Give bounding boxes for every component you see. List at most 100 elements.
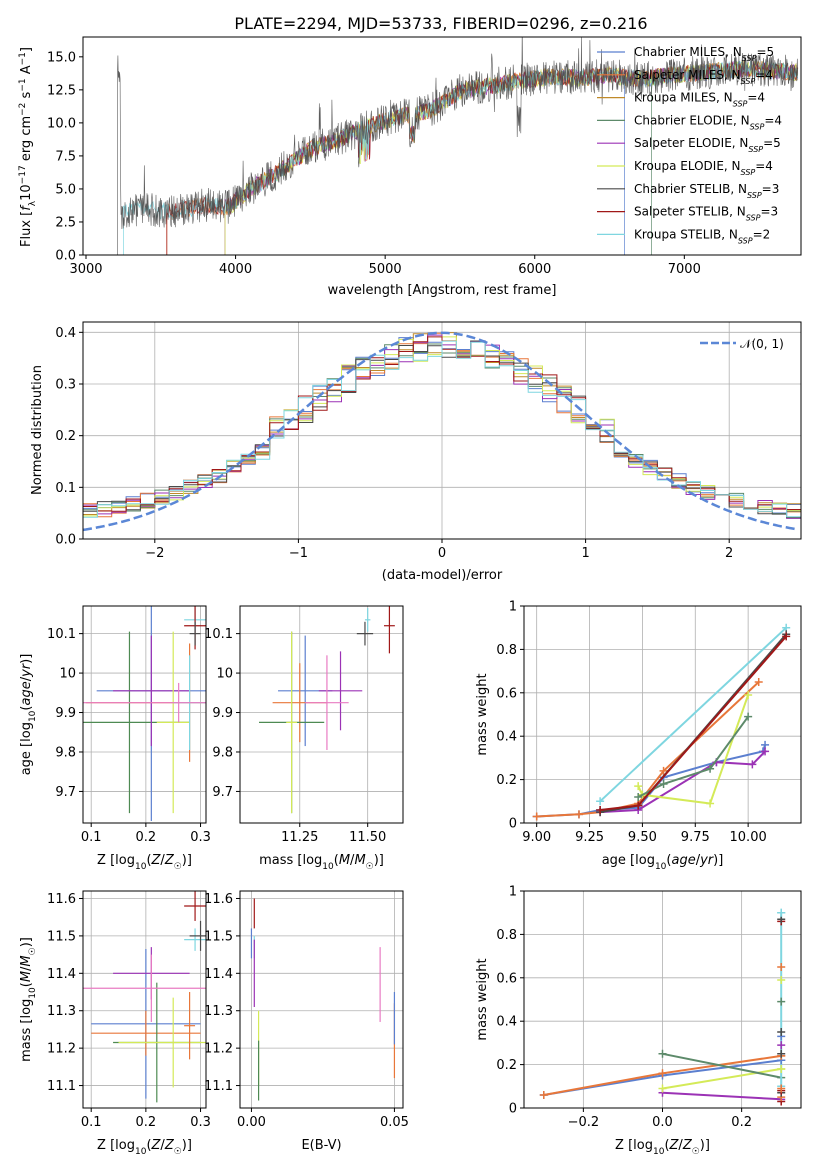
axes-residuals: −2 −1 0 1 2 0.0 0.1 0.2 0.3 0.4 𝒩(0, 1) (data-model… <box>30 321 802 583</box>
axes-frame <box>82 36 802 256</box>
y-tick-label: 7.5 <box>55 149 76 164</box>
label-part: ( <box>146 853 151 868</box>
y-tick-label: 0.4 <box>496 1015 517 1030</box>
x-tick-label: 9.75 <box>681 830 710 845</box>
axes-mass-vs-Z: 0.1 0.2 0.311.111.211.311.411.511.6Z [log1… <box>19 890 211 1157</box>
axes-frame <box>82 890 207 1109</box>
weight-marker <box>777 962 786 971</box>
label-part: f <box>19 204 34 211</box>
x-tick-label: 9.25 <box>575 830 604 845</box>
axes-frame <box>239 605 404 824</box>
y-tick-label: 0 <box>509 817 517 832</box>
y-tick-label: 9.8 <box>212 745 233 760</box>
error-point <box>184 928 206 951</box>
label-part: yr <box>699 853 715 868</box>
label-part: erg cm <box>19 116 34 165</box>
legend-label-text: Chabrier MILES, N <box>634 45 742 59</box>
weight-marker <box>777 1064 786 1073</box>
axes-frame <box>239 890 404 1109</box>
error-point <box>184 891 206 921</box>
weight-marker <box>744 690 753 699</box>
legend-label-subscript: SSP <box>733 99 748 108</box>
x-tick-label: 0.3 <box>190 1115 211 1130</box>
y-tick-label: 9.7 <box>55 785 76 800</box>
label-part: / <box>19 676 34 681</box>
weight-marker <box>634 801 643 810</box>
error-point <box>113 635 190 747</box>
y-tick-label: 0.4 <box>55 326 76 341</box>
axes-mass-vs-EBV: 0.00 0.05 11.1 11.2 11.3 11.4 11.5 11.6 E(B-V) <box>204 890 409 1153</box>
label-part: ☉ <box>366 862 374 872</box>
weight-line-4 <box>600 750 766 814</box>
x-tick-label: 5000 <box>369 262 402 277</box>
error-point <box>118 997 206 1088</box>
x-axis-label: E(B-V) <box>301 1138 341 1153</box>
legend-label: Kroupa STELIB, NSSP=2 <box>634 227 770 245</box>
label-part: / <box>350 853 355 868</box>
x-tick-label: 0.05 <box>380 1115 409 1130</box>
legend-label-text: =2 <box>753 227 771 241</box>
weight-marker <box>777 975 786 984</box>
y-tick-label: 0.4 <box>496 730 517 745</box>
error-point <box>91 1010 201 1056</box>
legend-label: Kroupa ELODIE, NSSP=4 <box>634 159 773 177</box>
error-point <box>286 631 298 814</box>
label-part: s <box>19 91 34 102</box>
y-tick-label: 11.1 <box>204 1079 233 1094</box>
legend-label: Chabrier MILES, NSSP=5 <box>634 45 774 63</box>
plot-area-residuals <box>83 331 801 532</box>
label-part: −1 <box>18 78 28 91</box>
weight-line-6 <box>637 716 749 798</box>
legend-label: Salpeter STELIB, NSSP=3 <box>634 205 778 223</box>
y-tick-label: 0.8 <box>496 643 517 658</box>
weight-marker <box>532 812 541 821</box>
weight-marker <box>748 760 757 769</box>
y-tick-label: 0.1 <box>55 481 76 496</box>
y-tick-label: 9.9 <box>55 706 76 721</box>
y-tick-label: 11.4 <box>204 967 233 982</box>
weight-marker <box>634 782 643 791</box>
weight-marker <box>706 764 715 773</box>
label-part: 10 <box>655 862 667 872</box>
legend-label-text: Salpeter STELIB, N <box>634 205 746 219</box>
x-tick-label: 0.0 <box>652 1115 673 1130</box>
label-part: age [log <box>602 853 655 868</box>
weight-marker <box>777 1049 786 1058</box>
label-part: ☉ <box>174 1147 182 1157</box>
label-part: / <box>678 1138 683 1153</box>
x-tick-label: 10.00 <box>730 830 767 845</box>
label-part: / <box>696 853 701 868</box>
weight-marker <box>761 747 770 756</box>
y-tick-label: 10 <box>59 667 76 682</box>
label-part: M <box>19 971 34 982</box>
legend: Chabrier MILES, NSSP=5 Salpeter MILES, NS… <box>597 45 782 245</box>
weight-marker <box>744 712 753 721</box>
legend-label-text: =4 <box>755 68 773 82</box>
weight-line-5 <box>662 1052 782 1079</box>
plot-area-spectrum <box>117 37 799 255</box>
label-part: −17 <box>18 165 28 184</box>
weight-marker <box>658 1084 667 1093</box>
label-part: / <box>160 853 165 868</box>
y-tick-label: 11.4 <box>47 967 76 982</box>
y-tick-label: 10.1 <box>204 627 233 642</box>
legend-label-text: Chabrier STELIB, N <box>634 182 747 196</box>
y-tick-label: 10.1 <box>47 627 76 642</box>
y-tick-label: 11.5 <box>204 929 233 944</box>
error-point <box>184 992 196 1060</box>
weight-marker <box>777 997 786 1006</box>
weight-marker <box>777 1084 786 1093</box>
y-tick-label: 9.9 <box>212 706 233 721</box>
y-tick-label: 0 <box>509 1102 517 1117</box>
y-tick-label: 0.2 <box>55 429 76 444</box>
label-part: Z [log <box>97 1138 135 1153</box>
legend-label-subscript: SSP <box>748 145 763 154</box>
weight-marker <box>782 632 791 641</box>
label-part: M <box>354 853 365 868</box>
figure-title: PLATE=2294, MJD=53733, FIBERID=0296, z=0… <box>234 14 647 33</box>
x-tick-label: 9.00 <box>522 830 551 845</box>
y-tick-label: 0.0 <box>55 533 76 548</box>
label-part: 10 <box>135 1147 147 1157</box>
legend-label: Salpeter MILES, NSSP=4 <box>634 68 773 86</box>
label-part: ( <box>146 1138 151 1153</box>
